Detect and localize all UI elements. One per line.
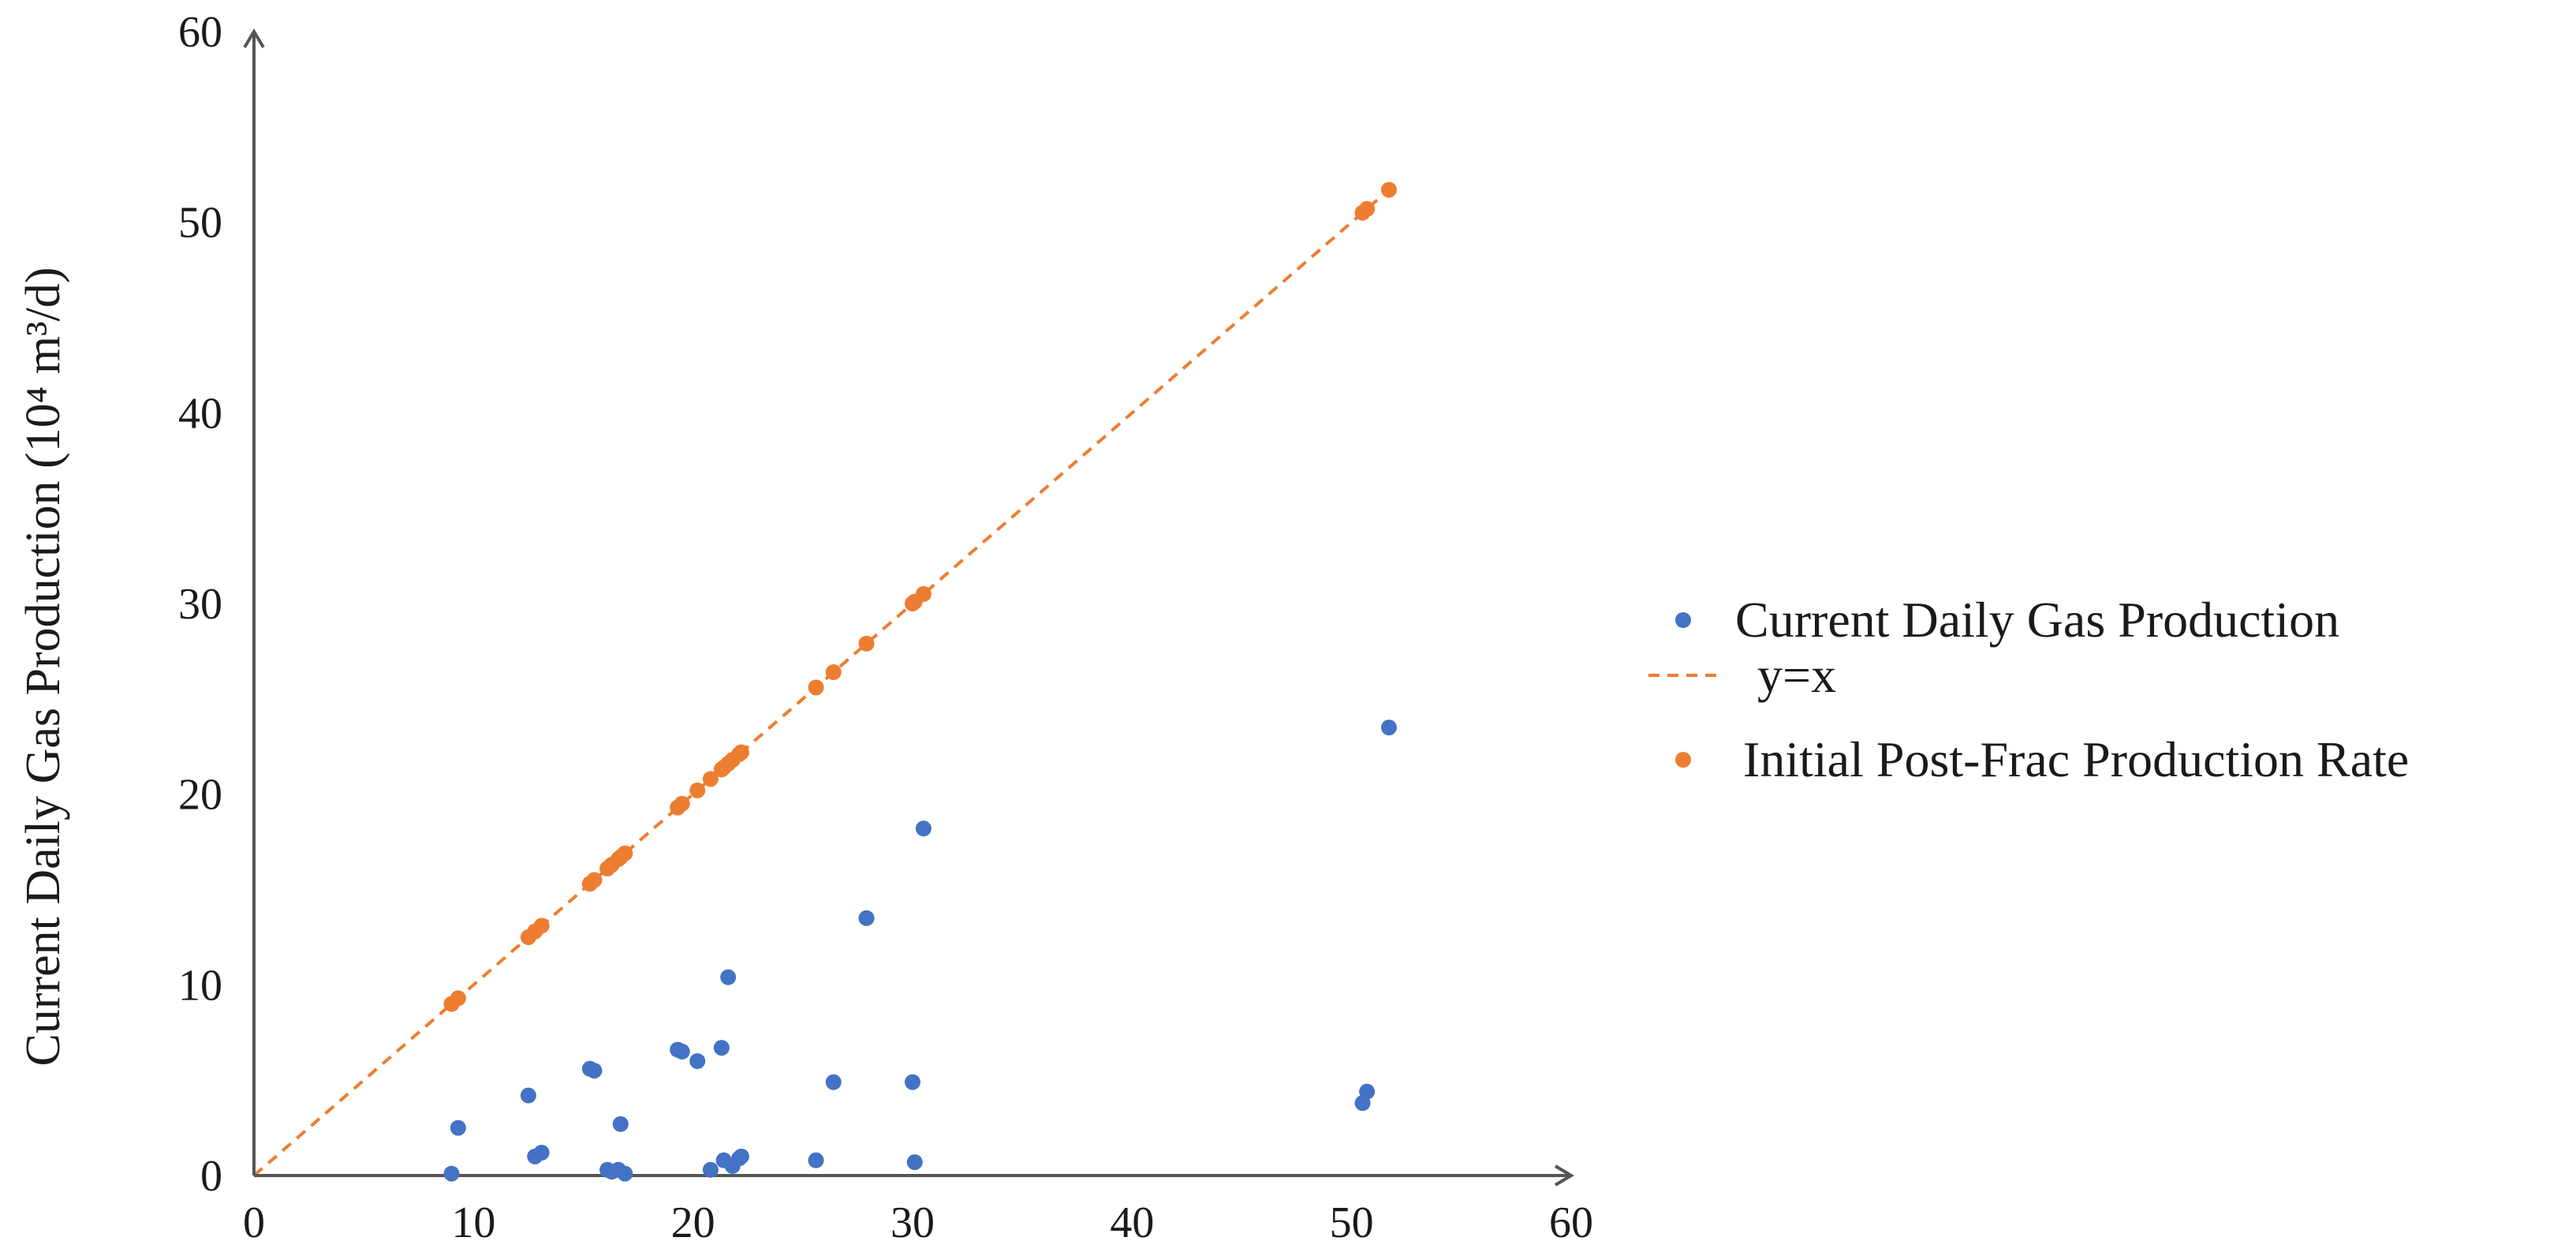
y-tick-label: 40 [178,389,222,438]
point-current-production [450,1120,466,1136]
legend-label: y=x [1757,647,1836,703]
x-tick-label: 20 [671,1198,715,1247]
point-current-production [906,1154,923,1171]
data-points [443,181,1397,1182]
point-initial-rate [689,782,706,798]
y-tick-labels: 0 10 20 30 40 50 60 [178,8,222,1201]
point-current-production [825,1074,842,1090]
legend-label: Initial Post-Frac Production Rate [1743,731,2409,787]
x-axis-arrow [1554,1164,1574,1187]
point-initial-rate [825,664,842,680]
y-axis-title: Current Daily Gas Production (10⁴ m³/d) [17,267,70,1066]
point-initial-rate [617,845,633,862]
point-current-production [612,1116,629,1132]
x-tick-label: 60 [1549,1198,1593,1247]
x-tick-label: 10 [451,1198,495,1247]
point-current-production [674,1043,690,1060]
point-current-production [733,1148,749,1164]
x-tick-label: 0 [243,1198,265,1247]
point-current-production [720,969,737,985]
point-current-production [915,821,931,837]
point-initial-rate [733,744,749,761]
y-tick-label: 10 [178,961,222,1010]
point-current-production [713,1040,730,1056]
point-current-production [617,1165,633,1182]
legend-entry: y=x [1648,647,1836,703]
y-tick-label: 30 [178,580,222,629]
point-current-production [586,1063,603,1079]
x-tick-labels: 0 10 20 30 40 50 60 [243,1198,1593,1247]
point-initial-rate [702,771,719,787]
point-current-production [905,1074,920,1090]
point-initial-rate [450,990,466,1007]
legend-marker-point [1675,612,1691,628]
reference-line-y-equals-x [252,182,1397,1177]
point-current-production [689,1053,706,1069]
point-current-production [520,1087,536,1104]
point-current-production [533,1145,550,1161]
point-current-production [1380,720,1397,736]
point-current-production [858,910,875,926]
point-current-production [1359,1083,1376,1100]
legend-entry: Current Daily Gas Production [1675,592,2339,648]
y-tick-label: 20 [178,771,222,820]
x-tick-label: 40 [1110,1198,1154,1247]
point-initial-rate [1359,200,1376,217]
point-initial-rate [858,635,875,652]
y-tick-label: 0 [200,1152,222,1201]
point-initial-rate [533,918,550,934]
y-axis-arrow [243,28,265,49]
legend-entry: Initial Post-Frac Production Rate [1675,731,2409,787]
reference-line-layer [252,182,1397,1177]
legend-marker-point [1675,752,1691,768]
point-initial-rate [1380,181,1397,198]
axes [243,28,1574,1187]
point-initial-rate [586,872,603,888]
point-initial-rate [674,795,690,812]
x-tick-label: 50 [1330,1198,1374,1247]
point-current-production [443,1165,460,1182]
point-current-production [702,1161,719,1178]
legend-label: Current Daily Gas Production [1735,592,2339,648]
y-tick-label: 50 [178,199,222,248]
point-initial-rate [808,679,824,696]
point-initial-rate [915,585,931,602]
x-tick-label: 30 [890,1198,935,1247]
y-tick-label: 60 [178,8,222,57]
point-current-production [808,1152,824,1168]
